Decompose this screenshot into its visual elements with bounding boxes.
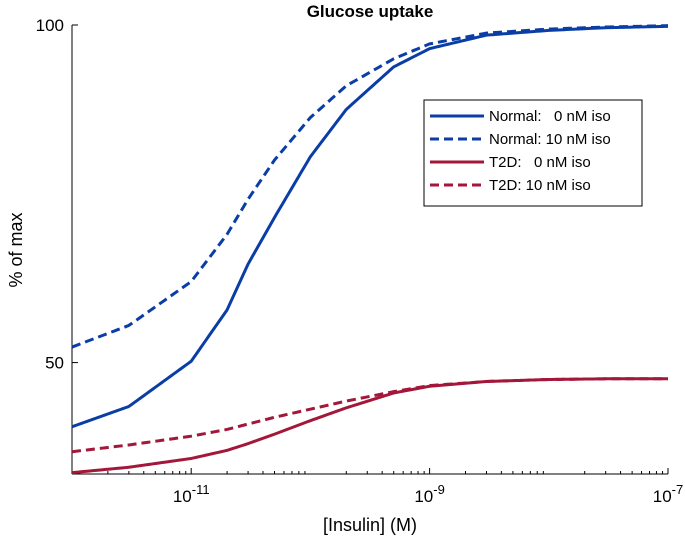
legend-label-4: T2D: 10 nM iso xyxy=(489,177,591,194)
y-axis-label: % of max xyxy=(6,212,26,287)
x-tick-exponent: -11 xyxy=(192,482,210,497)
x-tick-label: 10-9 xyxy=(414,482,444,506)
legend-label-1: Normal: 0 nM iso xyxy=(489,108,611,125)
x-tick-exponent: -7 xyxy=(672,482,684,497)
y-tick-label: 50 xyxy=(45,354,64,373)
x-tick-label: 10-7 xyxy=(653,482,683,506)
legend-label-3: T2D: 0 nM iso xyxy=(489,154,591,171)
series-lines xyxy=(71,24,669,475)
x-tick-exponent: -9 xyxy=(433,482,445,497)
x-tick-base: 10 xyxy=(173,487,192,506)
series-line-1 xyxy=(71,24,669,429)
series-line-3 xyxy=(71,377,668,475)
chart-title: Glucose uptake xyxy=(307,2,434,21)
x-tick-label: 10-11 xyxy=(173,482,210,506)
series-line-4 xyxy=(71,377,668,454)
series-line-2 xyxy=(71,24,669,349)
x-tick-base: 10 xyxy=(653,487,672,506)
y-tick-label: 100 xyxy=(36,16,64,35)
x-axis-label: [Insulin] (M) xyxy=(323,515,417,535)
y-axis-ticks: 50 100 xyxy=(36,16,78,373)
x-axis-ticks: 10-11 10-9 10-7 xyxy=(107,468,683,506)
x-tick-base: 10 xyxy=(414,487,433,506)
legend-box xyxy=(423,99,643,207)
legend: Normal: 0 nM iso Normal: 10 nM iso T2D: 0 … xyxy=(423,99,643,207)
legend-label-2: Normal: 10 nM iso xyxy=(489,131,611,148)
